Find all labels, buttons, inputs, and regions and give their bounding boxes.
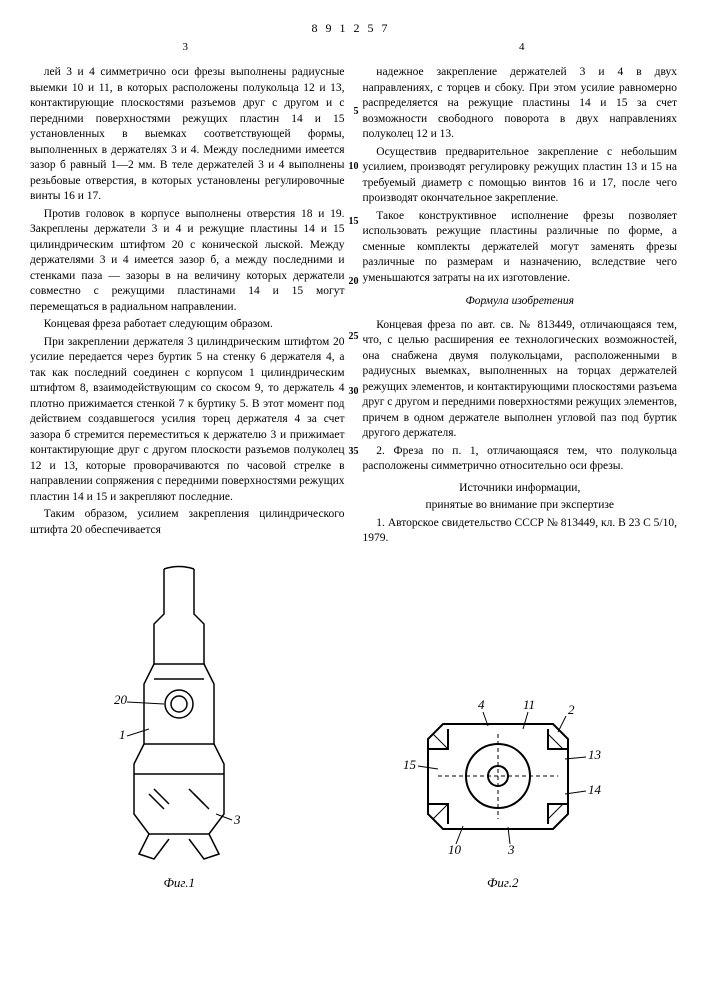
fig1-drawing: 20 1 3 <box>94 564 264 864</box>
figure-1: 20 1 3 Фиг.1 <box>94 564 264 891</box>
fig-label: 4 <box>478 697 485 712</box>
paragraph: Концевая фреза по авт. св. № 813449, отл… <box>363 318 678 442</box>
left-column: лей 3 и 4 симметрично оси фрезы выполнен… <box>30 65 345 549</box>
patent-number: 891257 <box>30 20 677 36</box>
sources-title: Источники информации, <box>363 481 678 497</box>
line-number: 25 <box>347 330 359 344</box>
fig-label: 14 <box>588 782 602 797</box>
fig2-drawing: 15 4 11 2 13 14 10 3 <box>393 694 613 864</box>
fig2-caption: Фиг.2 <box>393 874 613 892</box>
line-number: 20 <box>347 275 359 289</box>
fig-label: 11 <box>523 697 535 712</box>
fig1-caption: Фиг.1 <box>94 874 264 892</box>
paragraph: 2. Фреза по п. 1, отличающаяся тем, что … <box>363 444 678 475</box>
figure-2: 15 4 11 2 13 14 10 3 Фиг.2 <box>393 694 613 891</box>
fig-label: 3 <box>233 812 241 827</box>
paragraph: Такое конструктивное исполнение фрезы по… <box>363 209 678 287</box>
fig-label: 10 <box>448 842 462 857</box>
fig-label: 13 <box>588 747 602 762</box>
sources-subtitle: принятые во внимание при экспертизе <box>363 498 678 514</box>
fig-label: 3 <box>507 842 515 857</box>
paragraph: Против головок в корпусе выполнены отвер… <box>30 207 345 316</box>
fig-label: 1 <box>119 727 126 742</box>
paragraph: При закреплении держателя 3 цилиндрическ… <box>30 335 345 506</box>
formula-title: Формула изобретения <box>363 294 678 310</box>
paragraph: Таким образом, усилием закрепления цилин… <box>30 507 345 538</box>
sources-item: 1. Авторское свидетельство СССР № 813449… <box>363 516 678 547</box>
fig-label: 2 <box>568 702 575 717</box>
fig-label: 20 <box>114 692 128 707</box>
line-number: 30 <box>347 385 359 399</box>
right-column: 5 10 15 20 25 30 35 надежное закрепление… <box>363 65 678 549</box>
paragraph: надежное закрепление держателей 3 и 4 в … <box>363 65 678 143</box>
right-col-number: 4 <box>366 40 677 55</box>
fig-label: 15 <box>403 757 417 772</box>
line-number: 10 <box>347 160 359 174</box>
paragraph: Осуществив предварительное закрепление с… <box>363 145 678 207</box>
text-columns: лей 3 и 4 симметрично оси фрезы выполнен… <box>30 65 677 549</box>
left-col-number: 3 <box>30 40 341 55</box>
paragraph: Концевая фреза работает следующим образо… <box>30 317 345 333</box>
figures-row: 20 1 3 Фиг.1 <box>30 564 677 891</box>
paragraph: лей 3 и 4 симметрично оси фрезы выполнен… <box>30 65 345 205</box>
line-number: 5 <box>347 105 359 119</box>
column-numbers: 3 4 <box>30 40 677 55</box>
line-number: 15 <box>347 215 359 229</box>
line-number: 35 <box>347 445 359 459</box>
